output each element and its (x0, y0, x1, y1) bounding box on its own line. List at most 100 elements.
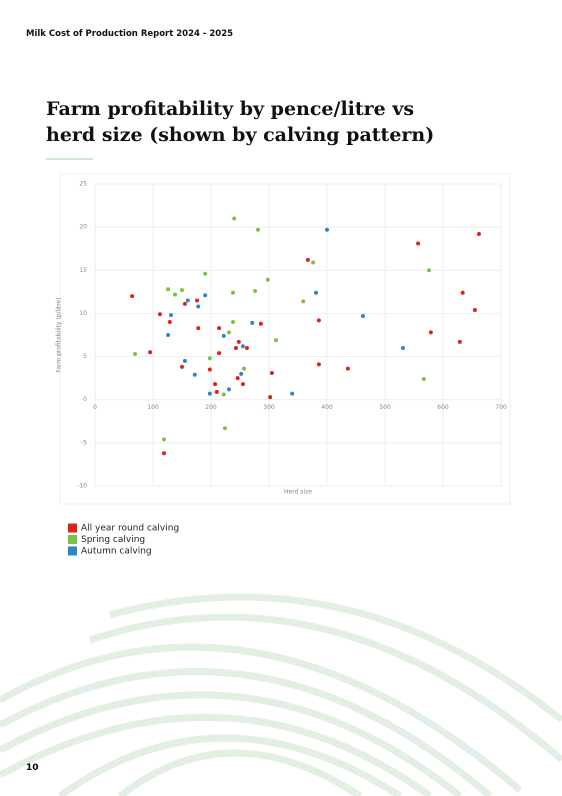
point (182, 301, 187, 306)
y-tick-label: 5 (83, 353, 87, 360)
x-tick-label: 700 (495, 404, 507, 411)
point (258, 321, 263, 326)
point (148, 350, 153, 355)
point (244, 345, 249, 350)
point (421, 377, 426, 382)
y-tick-label: -10 (77, 483, 87, 490)
point (242, 366, 247, 371)
point (195, 298, 200, 303)
point (240, 344, 245, 349)
legend-swatch (68, 523, 77, 533)
point (269, 370, 274, 375)
point (311, 260, 316, 265)
point (226, 387, 231, 392)
header: Milk Cost of Production Report 2024 - 20… (26, 29, 234, 39)
y-tick-label: 0 (83, 396, 87, 403)
legend-label: Autumn calving (81, 547, 152, 557)
point (255, 227, 260, 232)
point (472, 307, 477, 312)
point (222, 426, 227, 431)
point (203, 271, 208, 276)
y-tick-label: 10 (79, 310, 87, 317)
point (250, 320, 255, 325)
point (301, 299, 306, 304)
point (360, 314, 365, 319)
point (157, 312, 162, 317)
x-tick-label: 400 (321, 404, 333, 411)
point (427, 268, 432, 273)
point (207, 367, 212, 372)
point (253, 288, 258, 293)
point (130, 294, 135, 299)
point (133, 351, 138, 356)
point (192, 372, 197, 377)
point (196, 326, 201, 331)
x-tick-label: 600 (437, 404, 449, 411)
point (173, 292, 178, 297)
y-tick-label: 20 (79, 224, 87, 231)
point (345, 366, 350, 371)
point (231, 290, 236, 295)
point (268, 395, 273, 400)
point (457, 339, 462, 344)
point (316, 318, 321, 323)
legend-swatch (68, 546, 77, 556)
point (166, 287, 171, 292)
point (239, 371, 244, 376)
y-tick-label: -5 (81, 439, 87, 446)
point (217, 351, 222, 356)
point (226, 330, 231, 335)
y-tick-label: 15 (79, 267, 87, 274)
point (207, 391, 212, 396)
title: Farm profitability by pence/litre vs her… (46, 98, 435, 146)
point (265, 277, 270, 282)
point (162, 451, 167, 456)
point (213, 382, 218, 387)
point (217, 326, 222, 331)
y-tick-label: 25 (79, 181, 87, 188)
point (325, 227, 329, 232)
point (214, 389, 219, 394)
point (182, 358, 187, 363)
point (400, 345, 405, 350)
legend-label: All year round calving (81, 524, 179, 534)
point (168, 313, 173, 318)
point (166, 333, 171, 337)
point (185, 298, 190, 303)
point (290, 391, 295, 396)
point (416, 241, 421, 246)
page-number: 10 (26, 763, 39, 773)
x-tick-label: 200 (205, 404, 217, 411)
point (180, 364, 184, 369)
point (316, 362, 321, 367)
chart-frame (59, 173, 511, 505)
point (180, 288, 184, 293)
point (273, 338, 278, 343)
point (460, 290, 465, 295)
legend-swatch (68, 535, 77, 544)
point (476, 232, 481, 237)
point (207, 356, 212, 361)
point (235, 376, 240, 381)
point (305, 257, 310, 262)
point (162, 437, 167, 442)
point (236, 339, 241, 344)
point (428, 330, 433, 335)
point (233, 345, 238, 350)
point (313, 290, 318, 295)
x-tick-label: 300 (263, 404, 275, 411)
point (231, 320, 236, 325)
point (221, 392, 226, 397)
legend-label: Spring calving (81, 535, 145, 545)
point (196, 304, 201, 309)
point (232, 216, 237, 221)
point (203, 293, 208, 298)
x-tick-label: 500 (379, 404, 391, 411)
point (167, 320, 172, 325)
y-axis-label: Farm profitability (p/litre) (56, 297, 63, 372)
x-tick-label: 100 (147, 404, 159, 411)
x-axis-label: Herd size (284, 489, 312, 496)
